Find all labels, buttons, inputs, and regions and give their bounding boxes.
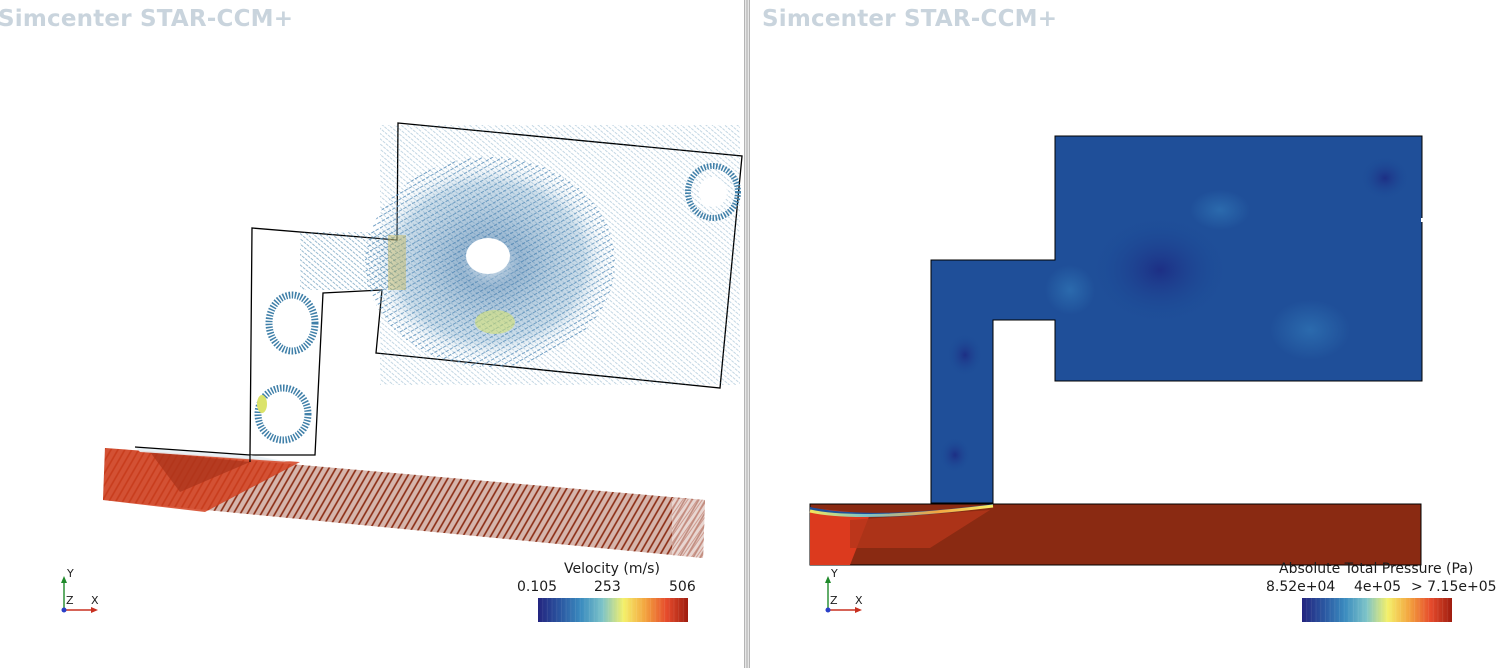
triad-x-label: X	[855, 594, 863, 607]
pressure-legend-min: 8.52e+04	[1266, 579, 1336, 595]
velocity-colorbar	[538, 598, 688, 622]
triad-y-label: Y	[831, 567, 838, 580]
app-watermark: Simcenter STAR-CCM+	[762, 6, 1058, 32]
pressure-legend-title: Absolute Total Pressure (Pa)	[1279, 561, 1474, 577]
triad-z-label: Z	[66, 594, 74, 607]
triad-z-label: Z	[830, 594, 838, 607]
axis-triad	[825, 576, 862, 613]
pressure-colorbar	[1302, 598, 1452, 622]
velocity-vector-scene	[103, 122, 743, 558]
axis-triad	[61, 576, 98, 613]
triad-y-label: Y	[67, 567, 74, 580]
velocity-legend-max: 506	[669, 579, 696, 595]
pressure-contour-scene	[809, 135, 1423, 566]
app-watermark: Simcenter STAR-CCM+	[0, 6, 294, 32]
velocity-legend-mid: 253	[594, 579, 621, 595]
velocity-legend-title: Velocity (m/s)	[564, 561, 660, 577]
triad-x-label: X	[91, 594, 99, 607]
pressure-legend-max: > 7.15e+05	[1411, 579, 1496, 595]
viewport-splitter[interactable]	[744, 0, 750, 668]
velocity-legend-min: 0.105	[517, 579, 558, 595]
velocity-viewport[interactable]: Simcenter STAR-CCM+	[0, 0, 744, 668]
pressure-legend-mid: 4e+05	[1354, 579, 1402, 595]
pressure-viewport[interactable]: Simcenter STAR-CCM+	[750, 0, 1496, 668]
